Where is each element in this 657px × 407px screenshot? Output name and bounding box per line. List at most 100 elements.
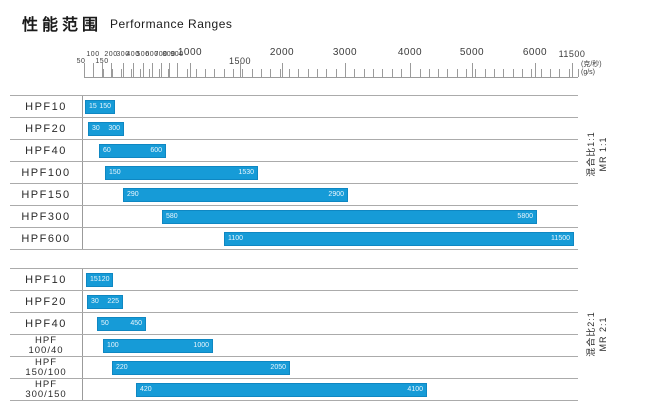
- row-label-line1: HPF40: [25, 317, 67, 330]
- chart-row-hpf100-40: HPF 100/40 100 1000: [10, 335, 578, 357]
- axis-minor-tick: [541, 69, 542, 77]
- range-bar: 220 2050: [112, 361, 290, 375]
- row-label: HPF 100/40: [10, 335, 83, 356]
- axis-tick-label: 1000: [177, 47, 203, 58]
- range-min-value: 150: [109, 169, 121, 176]
- axis-minor-tick: [457, 69, 458, 77]
- axis-major-tick: [282, 63, 283, 77]
- axis-minor-tick: [308, 69, 309, 77]
- range-max-value: 600: [150, 147, 162, 154]
- axis-minor-tick: [159, 69, 160, 77]
- axis-major-tick: [102, 63, 103, 77]
- range-max-value: 1530: [238, 169, 254, 176]
- range-min-value: 30: [91, 298, 99, 305]
- axis-tick-label: 150: [95, 58, 109, 65]
- axis-minor-tick: [522, 69, 523, 77]
- row-label: HPF20: [10, 291, 83, 312]
- axis-minor-tick: [168, 69, 169, 77]
- chart-row-hpf40: HPF40 60 600: [10, 140, 578, 162]
- row-label-line1: HPF10: [25, 100, 67, 113]
- range-max-value: 4100: [407, 386, 423, 393]
- row-label-line2: 300/150: [25, 388, 67, 400]
- range-max-value: 225: [107, 298, 119, 305]
- axis-unit-cjk: (克/秒): [581, 61, 602, 68]
- axis-minor-tick: [382, 69, 383, 77]
- range-min-value: 15: [89, 103, 97, 110]
- row-label: HPF40: [10, 140, 83, 161]
- axis-minor-tick: [261, 69, 262, 77]
- axis-minor-tick: [326, 69, 327, 77]
- group-label-mr-1-1: 混合比1:1 MR 1:1: [584, 112, 610, 196]
- axis-minor-tick: [214, 69, 215, 77]
- chart-row-hpf20: HPF20 30 300: [10, 118, 578, 140]
- range-max-value: 120: [97, 276, 110, 283]
- axis-minor-tick: [475, 69, 476, 77]
- range-bar: 15 120: [86, 273, 113, 287]
- axis-minor-tick: [140, 69, 141, 77]
- range-min-value: 580: [166, 213, 178, 220]
- page-title-cjk: 性能范围: [22, 17, 103, 34]
- row-label-line1: HPF150: [21, 188, 71, 201]
- axis-minor-tick: [131, 69, 132, 77]
- axis-minor-tick: [531, 69, 532, 77]
- range-min-value: 15: [90, 276, 98, 283]
- axis-minor-tick: [112, 69, 113, 77]
- axis-major-tick: [93, 63, 94, 77]
- axis-minor-tick: [550, 69, 551, 77]
- axis-minor-tick: [121, 69, 122, 77]
- axis-tick-label: 300: [116, 51, 130, 58]
- row-label-line1: HPF: [35, 356, 57, 368]
- axis-minor-tick: [205, 69, 206, 77]
- axis-minor-tick: [559, 69, 560, 77]
- axis-minor-tick: [233, 69, 234, 77]
- axis-minor-tick: [242, 69, 243, 77]
- row-label-line1: HPF10: [25, 273, 67, 286]
- range-max-value: 2900: [328, 191, 344, 198]
- range-min-value: 50: [101, 320, 109, 327]
- chart-row-hpf40: HPF40 50 450: [10, 313, 578, 335]
- row-label-line2: 150/100: [25, 366, 67, 378]
- axis-minor-tick: [252, 69, 253, 77]
- range-min-value: 60: [103, 147, 111, 154]
- axis-minor-tick: [569, 69, 570, 77]
- axis-major-tick: [345, 63, 346, 77]
- chart-row-hpf20: HPF20 30 225: [10, 291, 578, 313]
- chart-row-hpf150-100: HPF 150/100 220 2050: [10, 357, 578, 379]
- axis-major-tick: [177, 63, 178, 77]
- range-min-value: 220: [116, 364, 128, 371]
- axis-major-tick: [190, 63, 191, 77]
- row-label: HPF 150/100: [10, 357, 83, 378]
- range-max-value: 300: [108, 125, 120, 132]
- range-bar: 30 300: [88, 122, 124, 136]
- axis-tick-label: 6000: [522, 47, 548, 58]
- group-label-en: MR 2:1: [598, 316, 608, 352]
- range-bar: 60 600: [99, 144, 166, 158]
- axis-minor-tick: [503, 69, 504, 77]
- axis-baseline: [84, 77, 578, 78]
- axis-minor-tick: [401, 69, 402, 77]
- group-label-mr-2-1: 混合比2:1 MR 2:1: [584, 292, 610, 376]
- axis-major-tick: [240, 63, 241, 77]
- range-bar: 290 2900: [123, 188, 348, 202]
- range-min-value: 100: [107, 342, 119, 349]
- range-max-value: 150: [99, 103, 111, 110]
- range-max-value: 11500: [551, 235, 570, 242]
- axis-major-tick: [472, 63, 473, 77]
- axis-minor-tick: [578, 69, 579, 77]
- axis-tick-label: 800: [162, 51, 176, 58]
- range-bar: 30 225: [87, 295, 123, 309]
- axis-major-tick: [111, 63, 112, 77]
- axis-minor-tick: [196, 69, 197, 77]
- axis-tick-label: 4000: [397, 47, 423, 58]
- axis-minor-tick: [438, 69, 439, 77]
- range-max-value: 2050: [270, 364, 286, 371]
- chart-row-hpf10: HPF10 15 120: [10, 269, 578, 291]
- row-label: HPF150: [10, 184, 83, 205]
- chart-row-hpf10: HPF10 15 150: [10, 96, 578, 118]
- row-label: HPF100: [10, 162, 83, 183]
- axis-minor-tick: [354, 69, 355, 77]
- row-label: HPF10: [10, 269, 83, 290]
- row-label: HPF20: [10, 118, 83, 139]
- axis-minor-tick: [364, 69, 365, 77]
- row-label-line2: 100/40: [28, 344, 64, 356]
